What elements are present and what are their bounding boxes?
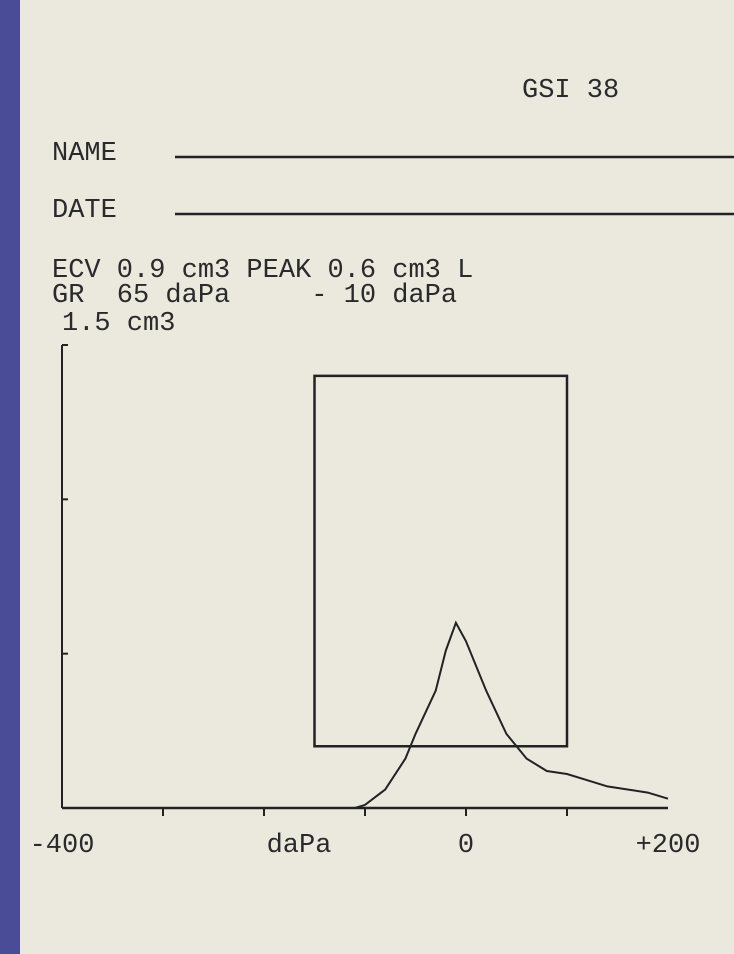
page: GSI 38 NAME DATE ECV 0.9 cm3 PEAK 0.6 cm… xyxy=(0,0,734,954)
y-tick-label: 1.5 cm3 xyxy=(62,309,175,339)
paper xyxy=(20,0,734,954)
slide: GSI 38 NAME DATE ECV 0.9 cm3 PEAK 0.6 cm… xyxy=(0,0,734,954)
x-tick-label: +200 xyxy=(636,831,701,861)
readout-line: GR 65 daPa - 10 daPa xyxy=(52,281,457,311)
device-label: GSI 38 xyxy=(522,76,619,106)
x-tick-label: 0 xyxy=(458,831,474,861)
x-tick-label: -400 xyxy=(30,831,95,861)
name-label: NAME xyxy=(52,139,117,169)
x-axis-label: daPa xyxy=(267,831,332,861)
date-label: DATE xyxy=(52,196,117,226)
